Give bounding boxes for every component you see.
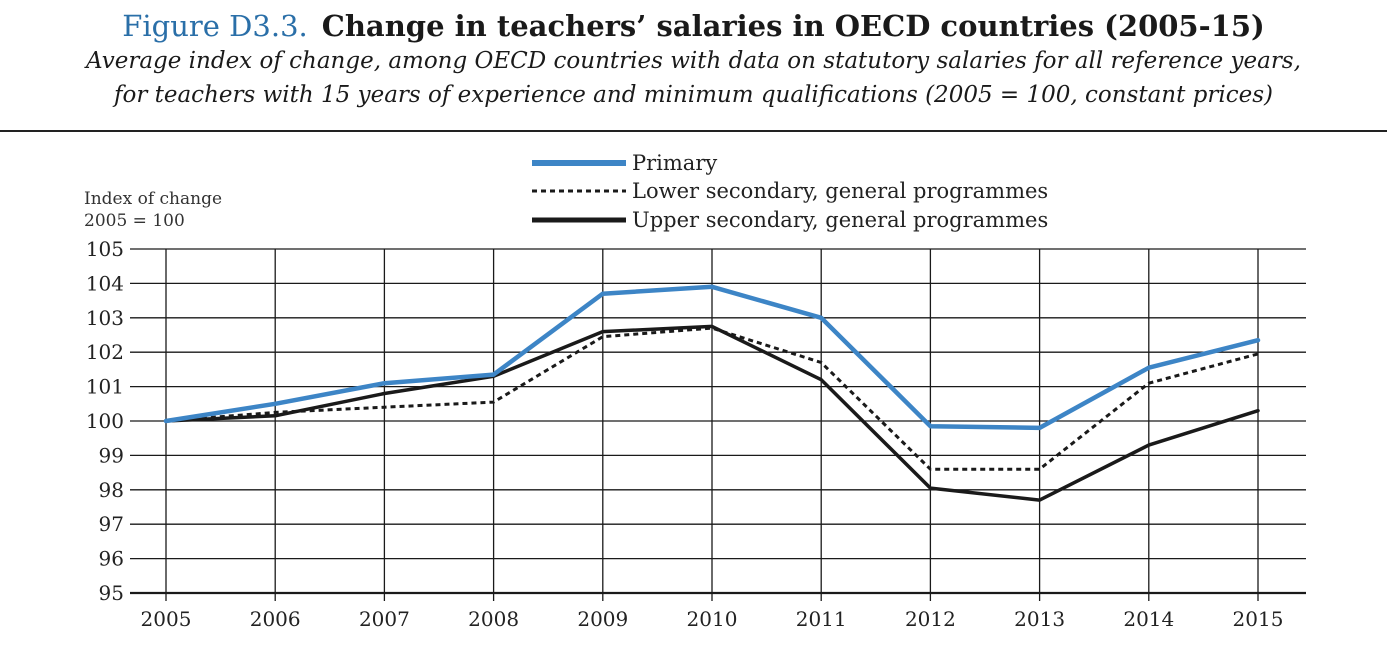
figure-subtitle-line-1: Average index of change, among OECD coun… bbox=[86, 48, 1301, 74]
series-line-3 bbox=[164, 324, 1260, 502]
y-axis-title-line-2: 2005 = 100 bbox=[84, 211, 185, 231]
y-tick-label: 104 bbox=[86, 271, 124, 295]
y-tick-label: 101 bbox=[86, 375, 124, 399]
y-tick-label: 96 bbox=[99, 547, 124, 571]
x-tick-label: 2013 bbox=[1014, 607, 1065, 631]
x-tick-label: 2008 bbox=[468, 607, 519, 631]
x-tick-label: 2010 bbox=[687, 607, 738, 631]
x-tick-label: 2006 bbox=[250, 607, 301, 631]
legend-label-2: Lower secondary, general programmes bbox=[632, 179, 1048, 203]
x-tick-label: 2015 bbox=[1233, 607, 1284, 631]
x-tick-label: 2009 bbox=[577, 607, 628, 631]
y-axis-title-line-1: Index of change bbox=[84, 189, 222, 209]
figure-main-title: Change in teachers’ salaries in OECD cou… bbox=[321, 9, 1265, 43]
y-tick-label: 103 bbox=[86, 306, 124, 330]
figure-subtitle-line-2: for teachers with 15 years of experience… bbox=[113, 82, 1274, 108]
y-tick-label: 98 bbox=[99, 478, 124, 502]
y-tick-label: 102 bbox=[86, 340, 124, 364]
line-chart: Primary Lower secondary, general programm… bbox=[84, 151, 1306, 631]
chart-series bbox=[163, 284, 1261, 502]
figure-title: Figure D3.3. Change in teachers’ salaries… bbox=[0, 8, 1387, 44]
y-tick-label: 97 bbox=[99, 512, 124, 536]
figure-label: Figure D3.3. bbox=[122, 9, 308, 43]
y-tick-label: 105 bbox=[86, 237, 124, 261]
x-tick-label: 2012 bbox=[905, 607, 956, 631]
x-axis-ticks: 2005 2006 2007 2008 2009 2010 2011 2012 2013 2014… bbox=[141, 607, 1284, 631]
chart-grid bbox=[130, 248, 1306, 601]
series-line-2 bbox=[165, 326, 1259, 471]
y-tick-label: 99 bbox=[99, 443, 124, 467]
x-tick-label: 2007 bbox=[359, 607, 410, 631]
series-line-1 bbox=[163, 284, 1261, 431]
y-tick-label: 95 bbox=[99, 581, 124, 605]
x-tick-label: 2005 bbox=[141, 607, 192, 631]
x-tick-label: 2011 bbox=[796, 607, 847, 631]
figure-header: Figure D3.3. Change in teachers’ salaries… bbox=[0, 0, 1387, 112]
header-divider bbox=[0, 130, 1387, 132]
legend-label-3: Upper secondary, general programmes bbox=[632, 208, 1048, 232]
y-tick-label: 100 bbox=[86, 409, 124, 433]
legend-label-1: Primary bbox=[632, 151, 717, 175]
x-tick-label: 2014 bbox=[1123, 607, 1174, 631]
y-axis-ticks: 95 96 97 98 99 100 101 102 103 104 105 bbox=[86, 237, 124, 605]
chart-legend: Primary Lower secondary, general programm… bbox=[532, 151, 1048, 232]
